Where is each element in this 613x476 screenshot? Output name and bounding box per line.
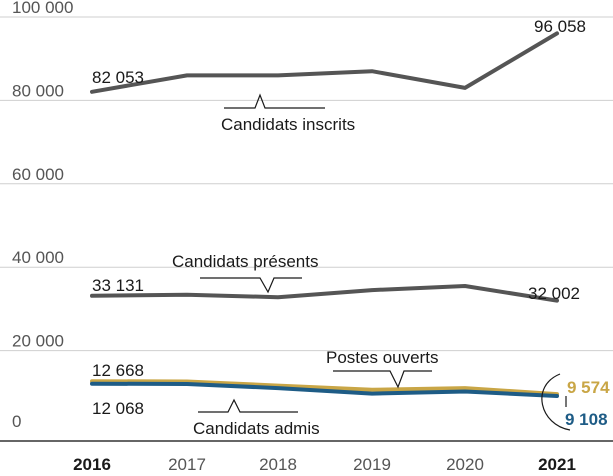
x-tick-label: 2018 — [259, 455, 297, 474]
value-label-admis-last: 9 108 — [565, 410, 608, 429]
value-label-inscrits-last: 96 058 — [534, 17, 586, 36]
x-tick-label: 2021 — [538, 455, 576, 474]
x-axis-labels: 2016 2017 2018 2019 2020 2021 — [73, 455, 576, 474]
x-tick-label: 2019 — [353, 455, 391, 474]
series-lines — [90, 31, 559, 398]
value-label-postes-first: 12 668 — [92, 361, 144, 380]
series-label-inscrits: Candidats inscrits — [221, 115, 355, 134]
callout-brace-presents — [200, 277, 302, 294]
x-tick-label: 2020 — [446, 455, 484, 474]
series-label-presents: Candidats présents — [172, 252, 318, 271]
series-line-1 — [90, 31, 559, 94]
y-tick-label: 40 000 — [12, 248, 64, 267]
series-line-2 — [90, 284, 559, 303]
series-line-4 — [90, 381, 559, 398]
value-label-admis-first: 12 068 — [92, 399, 144, 418]
x-tick-label: 2017 — [168, 455, 206, 474]
value-label-presents-first: 33 131 — [92, 276, 144, 295]
grid-lines — [0, 16, 613, 352]
value-label-postes-last: 9 574 — [567, 378, 610, 397]
x-tick-label: 2016 — [73, 455, 111, 474]
callout-brace-admis — [198, 398, 298, 413]
y-tick-label: 20 000 — [12, 332, 64, 351]
series-label-postes: Postes ouverts — [326, 348, 438, 367]
series-label-admis: Candidats admis — [193, 419, 320, 438]
y-tick-label: 0 — [12, 412, 21, 431]
callout-brace-postes — [333, 370, 432, 389]
value-label-inscrits-first: 82 053 — [92, 68, 144, 87]
series-line-3 — [90, 379, 559, 397]
y-tick-label: 60 000 — [12, 165, 64, 184]
y-tick-label: 100 000 — [12, 0, 73, 17]
y-axis-labels: 0 20 000 40 000 60 000 80 000 100 000 — [12, 0, 73, 431]
callout-end-arc — [541, 373, 571, 431]
callout-brace-inscrits — [224, 93, 325, 109]
y-tick-label: 80 000 — [12, 81, 64, 100]
value-label-presents-last: 32 002 — [528, 284, 580, 303]
